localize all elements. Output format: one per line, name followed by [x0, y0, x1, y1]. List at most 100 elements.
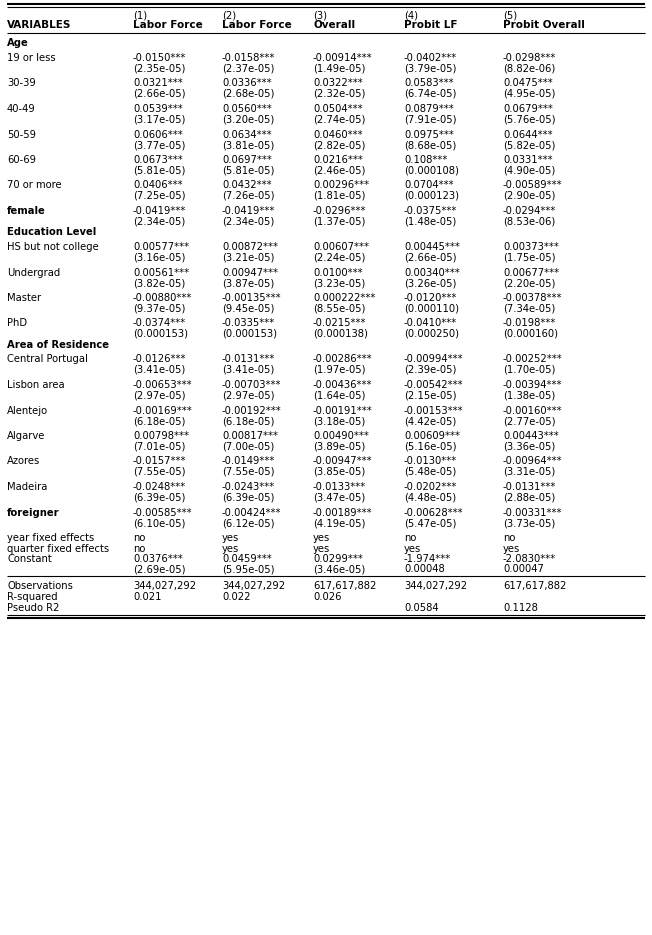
- Text: (4.19e-05): (4.19e-05): [313, 518, 365, 528]
- Text: 0.00340***: 0.00340***: [404, 267, 460, 278]
- Text: (4): (4): [404, 11, 418, 21]
- Text: -0.0131***: -0.0131***: [222, 354, 275, 365]
- Text: -0.00589***: -0.00589***: [503, 180, 563, 191]
- Text: 344,027,292: 344,027,292: [222, 581, 285, 591]
- Text: -0.0294***: -0.0294***: [503, 206, 556, 216]
- Text: VARIABLES: VARIABLES: [7, 20, 71, 30]
- Text: 0.00817***: 0.00817***: [222, 431, 278, 441]
- Text: 0.0432***: 0.0432***: [222, 180, 272, 191]
- Text: (4.48e-05): (4.48e-05): [404, 493, 456, 502]
- Text: 70 or more: 70 or more: [7, 180, 62, 191]
- Text: 617,617,882: 617,617,882: [503, 581, 567, 591]
- Text: (3.23e-05): (3.23e-05): [313, 278, 365, 288]
- Text: -0.00542***: -0.00542***: [404, 380, 464, 390]
- Text: (5.82e-05): (5.82e-05): [503, 140, 556, 150]
- Text: 0.00577***: 0.00577***: [133, 242, 189, 252]
- Text: 617,617,882: 617,617,882: [313, 581, 376, 591]
- Text: 0.0459***: 0.0459***: [222, 554, 272, 564]
- Text: (6.39e-05): (6.39e-05): [133, 493, 185, 502]
- Text: -0.0202***: -0.0202***: [404, 482, 457, 492]
- Text: no: no: [404, 533, 417, 543]
- Text: (7.01e-05): (7.01e-05): [133, 441, 185, 452]
- Text: Undergrad: Undergrad: [7, 267, 60, 278]
- Text: 344,027,292: 344,027,292: [133, 581, 196, 591]
- Text: 0.00609***: 0.00609***: [404, 431, 460, 441]
- Text: (1.37e-05): (1.37e-05): [313, 217, 365, 226]
- Text: (7.26e-05): (7.26e-05): [222, 191, 274, 201]
- Text: (3.26e-05): (3.26e-05): [404, 278, 456, 288]
- Text: (3.41e-05): (3.41e-05): [222, 365, 274, 375]
- Text: (1.97e-05): (1.97e-05): [313, 365, 366, 375]
- Text: 0.00947***: 0.00947***: [222, 267, 278, 278]
- Text: (2.20e-05): (2.20e-05): [503, 278, 556, 288]
- Text: (3.31e-05): (3.31e-05): [503, 467, 556, 477]
- Text: Azores: Azores: [7, 456, 40, 467]
- Text: (6.18e-05): (6.18e-05): [222, 416, 274, 426]
- Text: (0.000250): (0.000250): [404, 329, 459, 339]
- Text: (7.55e-05): (7.55e-05): [133, 467, 186, 477]
- Text: Education Level: Education Level: [7, 227, 96, 237]
- Text: -0.00436***: -0.00436***: [313, 380, 372, 390]
- Text: -0.0335***: -0.0335***: [222, 319, 275, 328]
- Text: (3.36e-05): (3.36e-05): [503, 441, 556, 452]
- Text: -0.0157***: -0.0157***: [133, 456, 186, 467]
- Text: -0.0243***: -0.0243***: [222, 482, 275, 492]
- Text: (1.75e-05): (1.75e-05): [503, 252, 556, 263]
- Text: (5.95e-05): (5.95e-05): [222, 565, 274, 574]
- Text: (6.39e-05): (6.39e-05): [222, 493, 274, 502]
- Text: (0.000123): (0.000123): [404, 191, 459, 201]
- Text: 19 or less: 19 or less: [7, 53, 55, 63]
- Text: (3.85e-05): (3.85e-05): [313, 467, 365, 477]
- Text: Overall: Overall: [313, 20, 355, 30]
- Text: (1): (1): [133, 11, 147, 21]
- Text: (1.64e-05): (1.64e-05): [313, 391, 365, 400]
- Text: -0.0149***: -0.0149***: [222, 456, 275, 467]
- Text: (2): (2): [222, 11, 236, 21]
- Text: (2.37e-05): (2.37e-05): [222, 64, 274, 74]
- Text: Labor Force: Labor Force: [222, 20, 291, 30]
- Text: (2.39e-05): (2.39e-05): [404, 365, 456, 375]
- Text: (2.88e-05): (2.88e-05): [503, 493, 556, 502]
- Text: 0.0336***: 0.0336***: [222, 79, 272, 89]
- Text: no: no: [133, 543, 145, 554]
- Text: (2.24e-05): (2.24e-05): [313, 252, 365, 263]
- Text: no: no: [503, 533, 515, 543]
- Text: 0.0376***: 0.0376***: [133, 554, 183, 564]
- Text: 0.021: 0.021: [133, 592, 162, 602]
- Text: (8.82e-06): (8.82e-06): [503, 64, 556, 74]
- Text: 0.0975***: 0.0975***: [404, 130, 454, 139]
- Text: 0.00677***: 0.00677***: [503, 267, 559, 278]
- Text: (3.47e-05): (3.47e-05): [313, 493, 365, 502]
- Text: (3.81e-05): (3.81e-05): [222, 140, 274, 150]
- Text: 0.0704***: 0.0704***: [404, 180, 454, 191]
- Text: (5.81e-05): (5.81e-05): [133, 165, 185, 176]
- Text: -0.00914***: -0.00914***: [313, 53, 373, 63]
- Text: -0.0296***: -0.0296***: [313, 206, 366, 216]
- Text: (0.000153): (0.000153): [222, 329, 277, 339]
- Text: -0.0133***: -0.0133***: [313, 482, 366, 492]
- Text: (2.35e-05): (2.35e-05): [133, 64, 185, 74]
- Text: (3.20e-05): (3.20e-05): [222, 114, 274, 124]
- Text: (4.95e-05): (4.95e-05): [503, 89, 556, 99]
- Text: -0.00252***: -0.00252***: [503, 354, 563, 365]
- Text: 0.00047: 0.00047: [503, 565, 544, 574]
- Text: 0.00872***: 0.00872***: [222, 242, 278, 252]
- Text: 0.0406***: 0.0406***: [133, 180, 183, 191]
- Text: -1.974***: -1.974***: [404, 554, 451, 564]
- Text: Madeira: Madeira: [7, 482, 48, 492]
- Text: -0.00394***: -0.00394***: [503, 380, 563, 390]
- Text: -0.0150***: -0.0150***: [133, 53, 186, 63]
- Text: -0.0120***: -0.0120***: [404, 293, 457, 303]
- Text: 0.0879***: 0.0879***: [404, 104, 454, 114]
- Text: (3): (3): [313, 11, 327, 21]
- Text: Master: Master: [7, 293, 41, 303]
- Text: 0.00798***: 0.00798***: [133, 431, 189, 441]
- Text: -0.0131***: -0.0131***: [503, 482, 556, 492]
- Text: (3.87e-05): (3.87e-05): [222, 278, 274, 288]
- Text: -0.00191***: -0.00191***: [313, 406, 373, 415]
- Text: no: no: [133, 533, 145, 543]
- Text: (0.000138): (0.000138): [313, 329, 368, 339]
- Text: (1.38e-05): (1.38e-05): [503, 391, 556, 400]
- Text: yes: yes: [222, 533, 239, 543]
- Text: -0.00135***: -0.00135***: [222, 293, 282, 303]
